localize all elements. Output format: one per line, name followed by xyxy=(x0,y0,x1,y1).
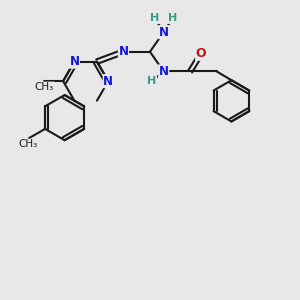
Text: CH₃: CH₃ xyxy=(18,139,38,149)
Text: N: N xyxy=(118,45,128,58)
Text: CH₃: CH₃ xyxy=(35,82,54,92)
Text: H: H xyxy=(168,14,177,23)
Text: H: H xyxy=(147,76,157,86)
Text: O: O xyxy=(196,47,206,60)
Text: N: N xyxy=(103,75,113,88)
Text: N: N xyxy=(159,26,169,39)
Text: N: N xyxy=(159,65,169,78)
Text: N: N xyxy=(69,55,80,68)
Text: H: H xyxy=(150,14,160,23)
